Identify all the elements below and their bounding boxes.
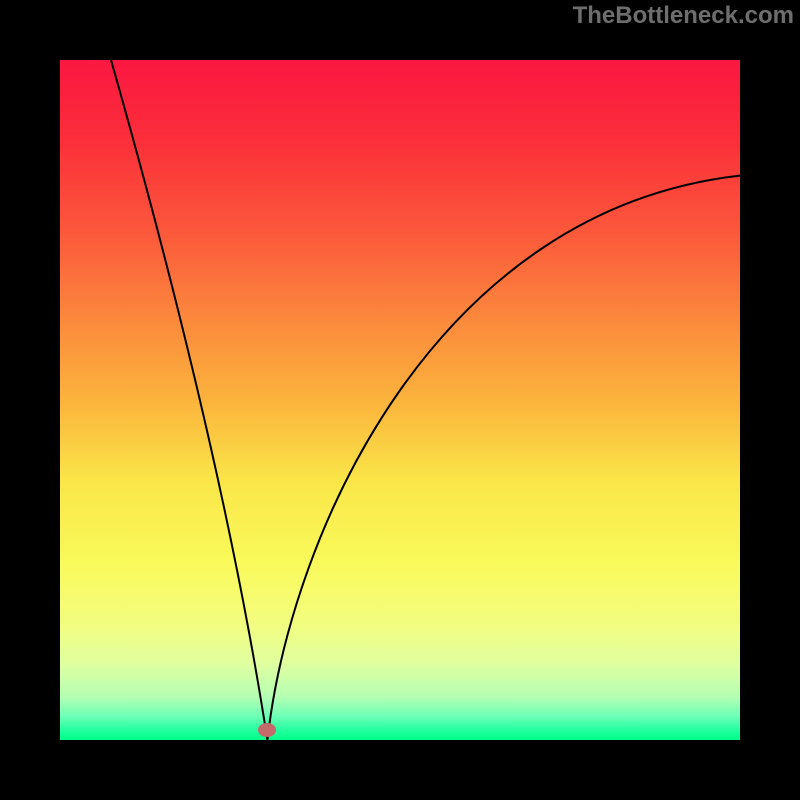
plot-frame [30, 30, 770, 770]
canvas: TheBottleneck.com [0, 0, 800, 800]
watermark-text: TheBottleneck.com [573, 2, 794, 30]
